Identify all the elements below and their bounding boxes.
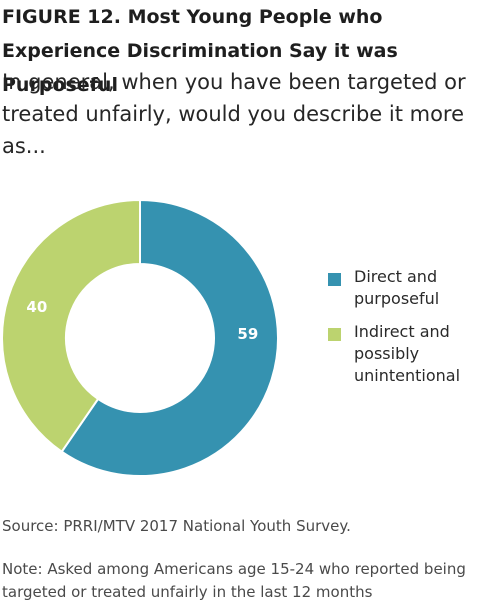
data-label-direct: 59 xyxy=(237,325,258,343)
legend-item-indirect: Indirect and possibly unintentional xyxy=(328,321,498,387)
chart-subtitle: In general, when you have been targeted … xyxy=(2,70,466,158)
legend-swatch-indirect xyxy=(328,328,341,341)
legend-label-direct: Direct and purposeful xyxy=(354,267,440,308)
note-text: Note: Asked among Americans age 15-24 wh… xyxy=(2,560,466,601)
chart-title: FIGURE 12. Most Young People who Experie… xyxy=(2,6,398,96)
legend: Direct and purposeful Indirect and possi… xyxy=(328,266,498,398)
legend-label-indirect: Indirect and possibly unintentional xyxy=(354,322,461,385)
legend-item-direct: Direct and purposeful xyxy=(328,266,498,310)
donut-chart: 59 40 xyxy=(1,198,279,477)
data-label-indirect: 40 xyxy=(26,298,47,316)
slice-direct xyxy=(60,198,279,477)
source-text: Source: PRRI/MTV 2017 National Youth Sur… xyxy=(2,517,351,535)
legend-swatch-direct xyxy=(328,273,341,286)
slice-indirect xyxy=(1,198,141,454)
